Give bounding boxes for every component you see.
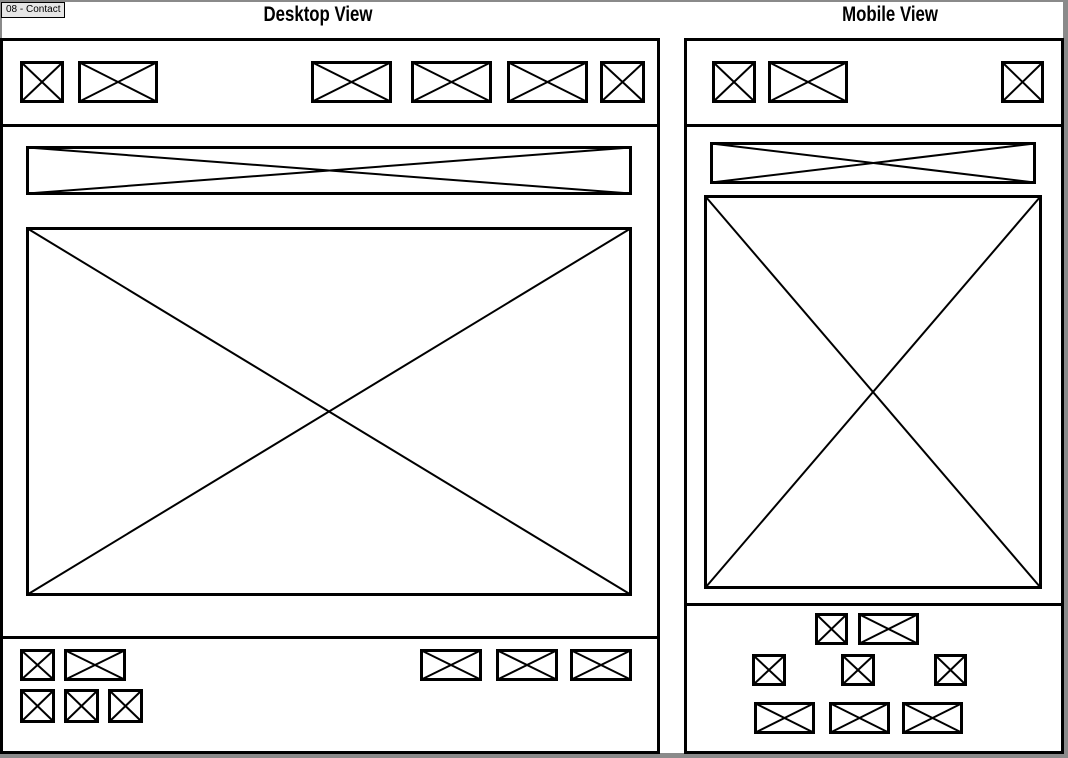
desktop-brand-placeholder [78,61,158,103]
crossed-box-icon [710,142,1036,184]
desktop-footer-icon-2[interactable] [20,689,55,723]
desktop-map-image-placeholder [26,227,632,596]
desktop-footer-icon-1[interactable] [20,649,55,681]
crossed-box-icon [600,61,645,103]
crossed-box-icon [26,227,632,596]
mobile-footer-link-3[interactable] [829,702,890,734]
desktop-nav-item-1[interactable] [311,61,392,103]
mobile-footer-divider [684,603,1064,606]
crossed-box-icon [411,61,492,103]
crossed-box-icon [20,649,55,681]
desktop-header-divider [0,124,660,127]
crossed-box-icon [858,613,919,645]
desktop-footer-icon-3[interactable] [64,689,99,723]
desktop-frame [0,38,660,754]
crossed-box-icon [712,61,756,103]
desktop-view-title: Desktop View [263,3,373,26]
mobile-brand-placeholder [768,61,848,103]
crossed-box-icon [20,61,64,103]
crossed-box-icon [829,702,890,734]
mobile-footer-icon-3[interactable] [841,654,875,686]
mobile-menu-icon[interactable] [1001,61,1044,103]
crossed-box-icon [934,654,967,686]
crossed-box-icon [507,61,588,103]
desktop-footer-link-2[interactable] [420,649,482,681]
crossed-box-icon [752,654,786,686]
desktop-footer-icon-4[interactable] [108,689,143,723]
crossed-box-icon [108,689,143,723]
crossed-box-icon [311,61,392,103]
crossed-box-icon [496,649,558,681]
desktop-footer-link-1[interactable] [64,649,126,681]
mobile-view-title: Mobile View [842,3,938,26]
desktop-footer-link-4[interactable] [570,649,632,681]
mobile-footer-link-4[interactable] [902,702,963,734]
crossed-box-icon [64,649,126,681]
mobile-heading-placeholder [710,142,1036,184]
mobile-footer-link-2[interactable] [754,702,815,734]
crossed-box-icon [64,689,99,723]
desktop-nav-icon[interactable] [600,61,645,103]
crossed-box-icon [704,195,1042,589]
crossed-box-icon [1001,61,1044,103]
mobile-header-divider [684,124,1064,127]
mobile-footer-icon-4[interactable] [934,654,967,686]
mobile-footer-link-1[interactable] [858,613,919,645]
desktop-footer-link-3[interactable] [496,649,558,681]
crossed-box-icon [815,613,848,645]
crossed-box-icon [570,649,632,681]
crossed-box-icon [20,689,55,723]
crossed-box-icon [26,146,632,195]
mobile-logo-placeholder [712,61,756,103]
mobile-footer-icon-1[interactable] [815,613,848,645]
desktop-footer-divider [0,636,660,639]
crossed-box-icon [768,61,848,103]
crossed-box-icon [902,702,963,734]
desktop-nav-item-2[interactable] [411,61,492,103]
desktop-logo-placeholder [20,61,64,103]
crossed-box-icon [420,649,482,681]
crossed-box-icon [841,654,875,686]
mobile-footer-icon-2[interactable] [752,654,786,686]
crossed-box-icon [754,702,815,734]
page-tag[interactable]: 08 - Contact [1,2,66,18]
desktop-heading-placeholder [26,146,632,195]
mobile-frame [684,38,1064,754]
desktop-nav-item-3[interactable] [507,61,588,103]
crossed-box-icon [78,61,158,103]
mobile-map-image-placeholder [704,195,1042,589]
